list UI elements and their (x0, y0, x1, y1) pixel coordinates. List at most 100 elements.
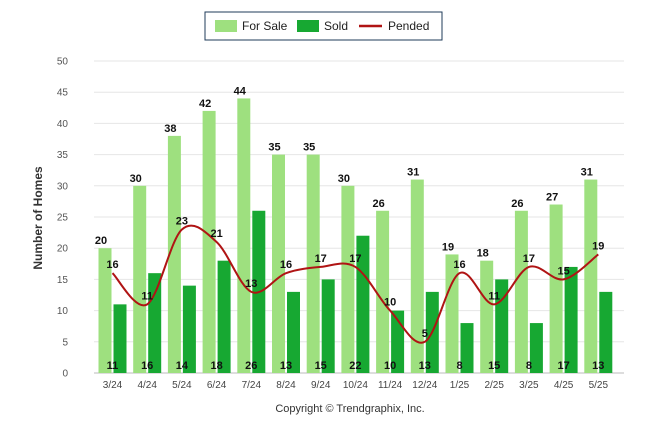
bar-sold (460, 323, 474, 373)
label-pended: 23 (176, 215, 188, 227)
bar-for-sale (98, 248, 112, 373)
label-pended: 17 (349, 253, 361, 265)
legend-label-pended: Pended (388, 19, 429, 33)
bar-for-sale (376, 210, 390, 373)
label-pended: 15 (557, 265, 569, 277)
y-tick-label: 40 (57, 119, 69, 130)
label-for-sale: 27 (546, 192, 558, 204)
legend-box (204, 11, 443, 41)
label-for-sale: 26 (372, 198, 384, 210)
label-for-sale: 18 (477, 248, 489, 260)
y-tick-label: 35 (57, 150, 69, 161)
label-sold: 15 (315, 360, 327, 372)
label-sold: 8 (526, 360, 532, 372)
bar-sold (599, 291, 613, 373)
bar-sold (321, 279, 335, 373)
x-tick-label: 5/25 (589, 380, 609, 391)
bar-for-sale (237, 98, 251, 373)
label-pended: 5 (422, 328, 428, 340)
bar-sold (287, 291, 300, 373)
label-pended: 11 (488, 290, 500, 302)
label-sold: 17 (557, 360, 569, 372)
bar-sold (182, 285, 196, 373)
y-tick-label: 0 (62, 369, 68, 380)
label-pended: 16 (280, 259, 292, 271)
y-tick-label: 25 (57, 213, 69, 224)
label-for-sale: 35 (303, 142, 315, 154)
label-for-sale: 26 (511, 198, 523, 210)
bar-for-sale (410, 179, 424, 373)
bar-for-sale (167, 135, 181, 373)
label-pended: 13 (245, 278, 257, 290)
x-tick-label: 2/25 (484, 380, 504, 391)
label-for-sale: 30 (130, 173, 142, 185)
bar-for-sale (202, 110, 216, 374)
label-for-sale: 30 (338, 173, 350, 185)
x-tick-label: 5/24 (172, 380, 192, 391)
label-sold: 10 (384, 360, 396, 372)
label-for-sale: 38 (164, 123, 176, 135)
label-sold: 8 (456, 360, 462, 372)
y-tick-label: 5 (62, 337, 68, 348)
label-pended: 17 (523, 253, 535, 265)
label-sold: 26 (245, 360, 257, 372)
legend-label-for-sale: For Sale (242, 19, 288, 33)
legend: For Sale Sold Pended (204, 11, 443, 41)
label-sold: 14 (176, 360, 189, 372)
x-tick-label: 11/24 (378, 380, 403, 391)
label-sold: 18 (210, 360, 222, 372)
legend-swatch-for-sale (215, 20, 237, 32)
y-tick-label: 50 (57, 57, 69, 68)
label-sold: 15 (488, 360, 500, 372)
x-axis-ticks: 3/24 4/24 5/24 6/24 7/24 8/24 9/24 10/24 11/24 12… (103, 380, 609, 391)
label-pended: 17 (315, 253, 327, 265)
label-sold: 13 (592, 360, 604, 372)
label-for-sale: 35 (268, 142, 280, 154)
label-for-sale: 31 (407, 167, 419, 179)
label-pended: 11 (141, 290, 153, 302)
legend-swatch-sold (297, 20, 319, 32)
x-tick-label: 12/24 (412, 380, 437, 391)
label-sold: 16 (141, 360, 153, 372)
label-sold: 22 (349, 360, 361, 372)
bar-for-sale (480, 260, 494, 373)
x-tick-label: 6/24 (207, 380, 227, 391)
legend-label-sold: Sold (324, 19, 348, 33)
label-pended: 16 (106, 259, 118, 271)
bar-for-sale (584, 179, 598, 373)
y-tick-label: 20 (57, 244, 69, 255)
label-pended: 16 (453, 259, 465, 271)
pended-line-layer (111, 224, 599, 344)
pended-line (111, 224, 599, 344)
label-pended: 10 (384, 297, 396, 309)
x-tick-label: 10/24 (343, 380, 368, 391)
x-tick-label: 9/24 (311, 380, 331, 391)
bar-for-sale (306, 154, 320, 373)
y-tick-label: 10 (57, 306, 69, 317)
label-for-sale: 19 (442, 241, 454, 253)
label-for-sale: 44 (234, 85, 247, 97)
x-tick-label: 7/24 (242, 380, 262, 391)
y-tick-label: 45 (57, 88, 69, 99)
label-for-sale: 20 (95, 235, 107, 247)
x-tick-label: 1/25 (450, 380, 470, 391)
x-tick-label: 4/25 (554, 380, 574, 391)
data-labels: 20 11 30 16 38 14 42 18 44 26 35 13 35 15 30 22 26 10 31 13… (95, 85, 605, 372)
y-axis-label: Number of Homes (31, 166, 45, 270)
bar-sold (529, 323, 543, 373)
bar-for-sale (272, 154, 285, 373)
bar-sold (217, 260, 231, 373)
y-tick-label: 30 (57, 181, 69, 192)
label-for-sale: 31 (581, 167, 593, 179)
bar-for-sale (133, 185, 147, 373)
label-for-sale: 42 (199, 98, 211, 110)
x-tick-label: 3/24 (103, 380, 123, 391)
label-sold: 11 (107, 360, 119, 372)
bar-for-sale (341, 185, 355, 373)
label-pended: 21 (210, 228, 222, 240)
bar-sold (148, 273, 162, 373)
x-tick-label: 4/24 (137, 380, 157, 391)
y-tick-label: 15 (57, 275, 69, 286)
bar-sold (564, 266, 578, 373)
